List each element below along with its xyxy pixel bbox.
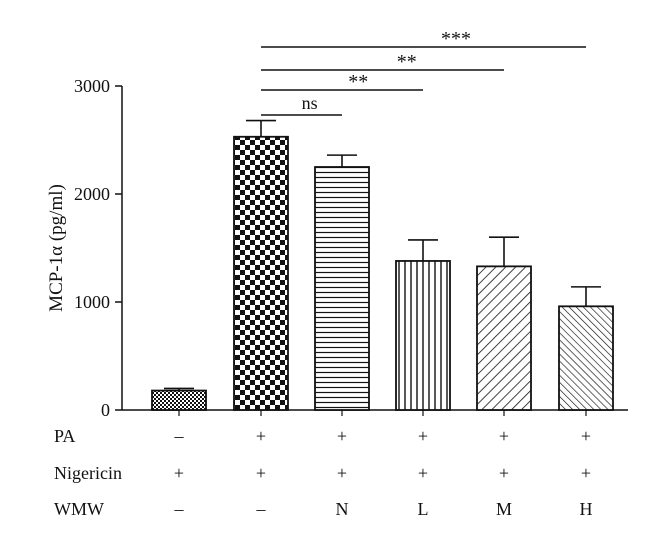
treatment-value: + bbox=[337, 463, 347, 483]
treatment-value: N bbox=[336, 499, 349, 519]
treatment-value: – bbox=[174, 499, 185, 519]
significance-label: ** bbox=[397, 51, 417, 73]
treatment-row-label: PA bbox=[54, 426, 75, 446]
treatment-value: + bbox=[418, 463, 428, 483]
y-axis-title: MCP-1α (pg/ml) bbox=[46, 184, 67, 312]
bar bbox=[558, 305, 614, 411]
treatment-value: M bbox=[496, 499, 512, 519]
treatment-value: H bbox=[580, 499, 593, 519]
treatment-row-label: Nigericin bbox=[54, 463, 122, 483]
treatment-value: + bbox=[499, 426, 509, 446]
y-tick-label: 3000 bbox=[74, 76, 110, 96]
treatment-value: + bbox=[581, 463, 591, 483]
treatment-row-label: WMW bbox=[54, 499, 104, 519]
significance-label: ** bbox=[348, 71, 368, 93]
significance-label: *** bbox=[441, 28, 471, 50]
bar bbox=[395, 260, 451, 411]
treatment-value: + bbox=[256, 426, 266, 446]
y-tick-label: 1000 bbox=[74, 292, 110, 312]
y-tick-label: 2000 bbox=[74, 184, 110, 204]
treatment-value: + bbox=[581, 426, 591, 446]
bar bbox=[151, 389, 207, 411]
treatment-value: + bbox=[499, 463, 509, 483]
treatment-value: – bbox=[174, 426, 185, 446]
bar bbox=[476, 265, 532, 411]
treatment-value: + bbox=[256, 463, 266, 483]
treatment-value: L bbox=[418, 499, 429, 519]
significance-label: ns bbox=[302, 93, 318, 113]
bar bbox=[233, 135, 289, 411]
treatment-value: + bbox=[337, 426, 347, 446]
y-tick-label: 0 bbox=[101, 400, 110, 420]
bar bbox=[314, 166, 370, 411]
treatment-value: + bbox=[174, 463, 184, 483]
treatment-value: + bbox=[418, 426, 428, 446]
treatment-value: – bbox=[256, 499, 267, 519]
